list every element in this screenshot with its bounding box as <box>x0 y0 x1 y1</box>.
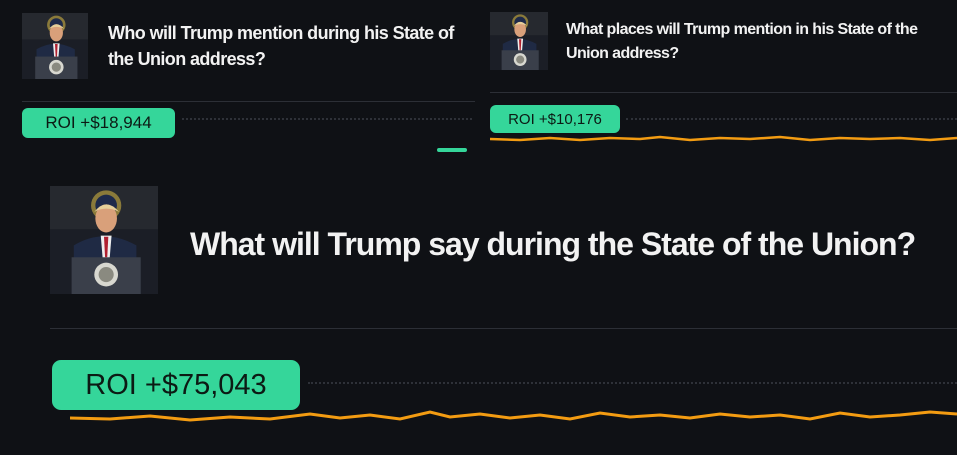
roi-badge: ROI +$10,176 <box>490 105 620 133</box>
thumbnail[interactable] <box>490 12 548 70</box>
thumbnail[interactable] <box>50 186 158 294</box>
card-title[interactable]: Who will Trump mention during his State … <box>108 23 454 69</box>
dotted-line <box>182 118 472 120</box>
roi-badge: ROI +$18,944 <box>22 108 175 138</box>
badge-sliver <box>437 148 467 152</box>
dotted-line <box>308 382 957 384</box>
divider <box>22 101 475 102</box>
divider <box>50 328 957 329</box>
card-title[interactable]: What places will Trump mention in his St… <box>566 21 918 62</box>
dotted-line <box>626 118 957 120</box>
card-title[interactable]: What will Trump say during the State of … <box>190 226 916 262</box>
divider <box>490 92 957 93</box>
sparkline <box>70 410 957 422</box>
sparkline <box>490 135 957 142</box>
roi-badge: ROI +$75,043 <box>52 360 300 410</box>
thumbnail[interactable] <box>22 13 88 79</box>
